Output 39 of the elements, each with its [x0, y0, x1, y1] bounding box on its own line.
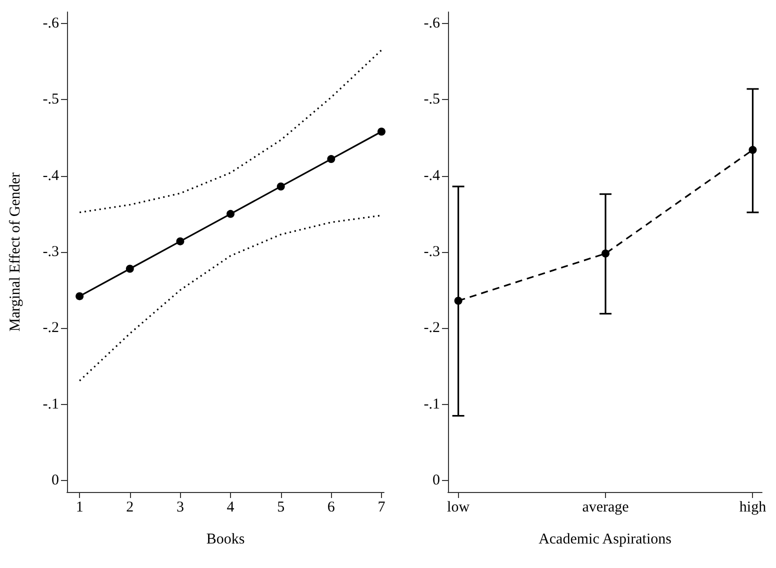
y-tick-label: -.3	[42, 244, 59, 260]
x-tick-label: 6	[327, 500, 336, 516]
point	[76, 292, 84, 300]
x-tick-label: 5	[277, 500, 285, 516]
y-tick-label: -.1	[42, 396, 59, 412]
x-tick-label: average	[582, 500, 630, 516]
line-series	[78, 214, 382, 382]
x-tick-label: 2	[126, 500, 134, 516]
x-axis-title: Academic Aspirations	[538, 532, 672, 548]
x-tick-label: 3	[176, 500, 184, 516]
y-tick-label: -.6	[42, 15, 60, 32]
point	[327, 155, 336, 164]
point	[377, 128, 386, 136]
point	[454, 296, 462, 305]
point	[226, 210, 235, 218]
point	[276, 182, 285, 190]
point	[126, 264, 134, 273]
x-axis-title: Books	[206, 532, 245, 548]
y-tick-label: -.3	[424, 244, 440, 260]
y-tick-label: -.4	[42, 168, 60, 184]
x-tick-label: 1	[76, 500, 84, 516]
y-tick-label: -.2	[42, 320, 59, 336]
x-tick-label: high	[739, 500, 767, 516]
y-axis-title: Marginal Effect of Gender	[8, 172, 24, 332]
y-tick-label: -.1	[424, 396, 440, 412]
y-tick-label: -.4	[424, 168, 440, 184]
y-tick-label: -.5	[424, 92, 440, 108]
x-tick-label: low	[447, 500, 470, 516]
point	[602, 250, 610, 258]
y-tick-label: 0	[52, 472, 59, 489]
point	[748, 146, 757, 154]
y-tick-label: 0	[432, 472, 440, 489]
y-tick-label: -.5	[42, 92, 59, 108]
y-tick-label: -.6	[424, 15, 440, 32]
point	[176, 237, 184, 246]
x-tick-label: 4	[226, 500, 235, 516]
line-series	[78, 49, 382, 214]
x-tick-label: 7	[378, 500, 386, 516]
y-tick-label: -.2	[424, 320, 440, 336]
